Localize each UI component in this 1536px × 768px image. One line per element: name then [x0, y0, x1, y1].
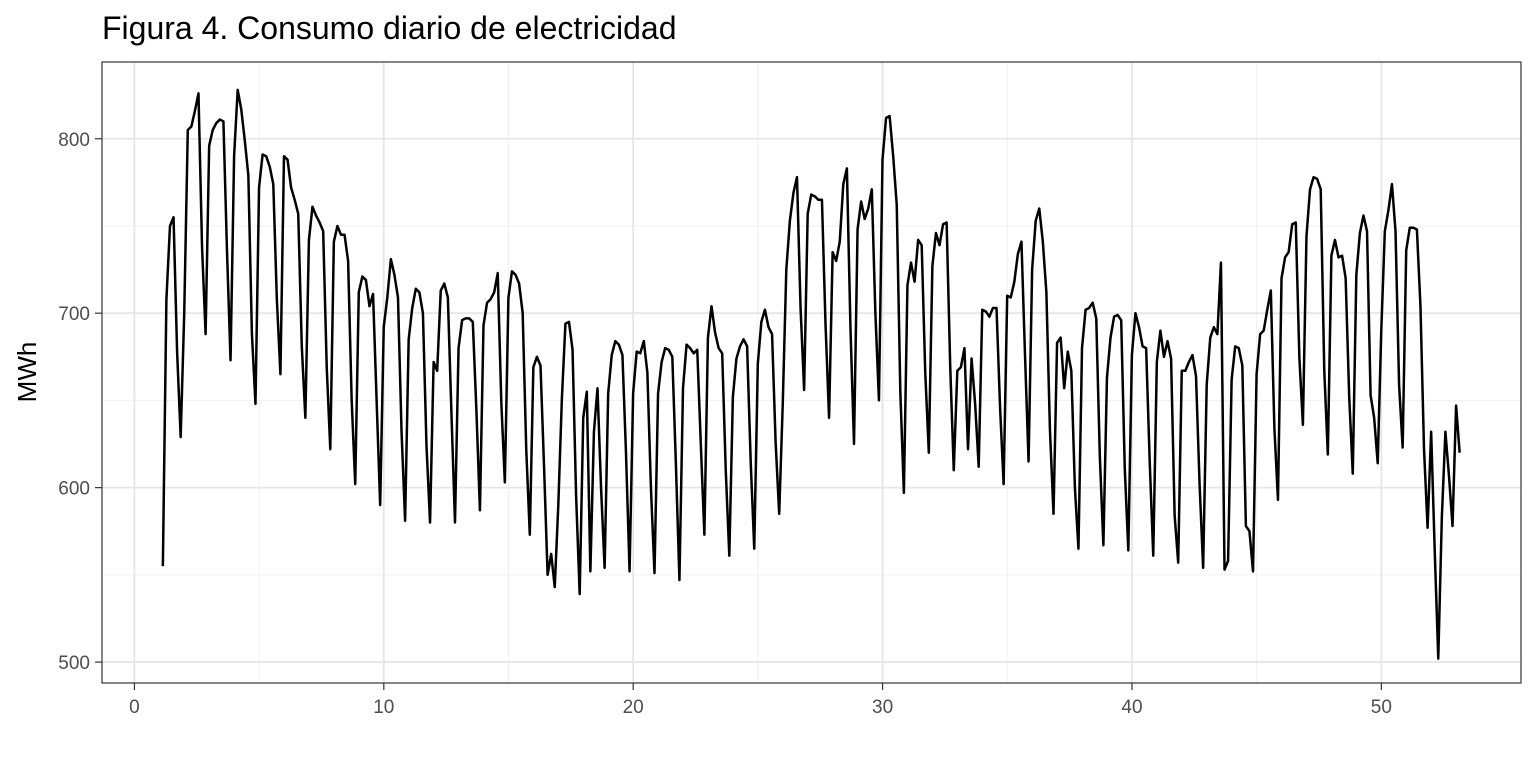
x-tick-label: 40 — [1121, 697, 1142, 718]
y-tick-label: 700 — [58, 304, 90, 325]
x-tick-label: 10 — [373, 697, 394, 718]
y-tick-label: 600 — [58, 479, 90, 500]
x-tick-label: 20 — [623, 697, 644, 718]
axes: 0 10 20 30 40 50 500 600 700 800 — [58, 130, 1392, 718]
y-tick-label: 500 — [58, 653, 90, 674]
x-tick-label: 30 — [872, 697, 893, 718]
x-tick-label: 0 — [129, 697, 140, 718]
plot-background — [102, 62, 1521, 683]
y-axis-label: MWh — [12, 342, 42, 403]
y-tick-label: 800 — [58, 130, 90, 151]
series-line — [161, 88, 1461, 660]
plot-border — [101, 61, 1522, 684]
chart-title: Figura 4. Consumo diario de electricidad — [102, 10, 677, 46]
x-tick-label: 50 — [1371, 697, 1392, 718]
